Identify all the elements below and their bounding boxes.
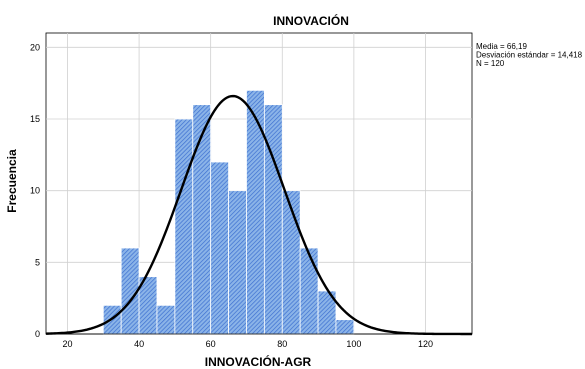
histogram-bars: [102, 89, 355, 335]
x-tick-label: 20: [62, 339, 72, 349]
y-tick-label: 5: [35, 257, 40, 267]
y-axis-label: Frecuencia: [5, 149, 19, 213]
y-tick-label: 0: [35, 329, 40, 339]
plot-area: 0 5 10 15 20 20 40 60 80 100 120: [30, 32, 473, 349]
chart-title: INNOVACIÓN: [273, 13, 349, 28]
y-tick-label: 15: [30, 114, 40, 124]
stats-line: Desviación estándar = 14,418: [476, 51, 583, 60]
x-tick-label: 120: [418, 339, 433, 349]
y-tick-label: 20: [30, 42, 40, 52]
stats-line: Media = 66,19: [476, 42, 527, 51]
histogram-bar: [335, 319, 355, 335]
histogram-bar: [174, 118, 194, 335]
x-tick-label: 80: [277, 339, 287, 349]
histogram-bar: [299, 247, 319, 335]
histogram-bar: [210, 161, 229, 335]
x-tick-label: 40: [134, 339, 144, 349]
histogram-bar: [263, 104, 283, 335]
x-tick-label: 60: [206, 339, 216, 349]
histogram-bar: [228, 190, 247, 335]
normal-curve: [45, 94, 472, 336]
histogram-bar: [192, 104, 212, 335]
histogram-bar: [281, 190, 301, 335]
x-axis-label: INNOVACIÓN-AGR: [205, 354, 312, 369]
y-tick-label: 10: [30, 186, 40, 196]
histogram-bar: [246, 89, 265, 335]
y-tick-labels: 0 5 10 15 20: [30, 42, 40, 339]
stats-line: N = 120: [476, 59, 505, 68]
x-tick-label: 100: [346, 339, 361, 349]
histogram-bar: [156, 304, 176, 335]
x-tick-labels: 20 40 60 80 100 120: [62, 339, 433, 349]
